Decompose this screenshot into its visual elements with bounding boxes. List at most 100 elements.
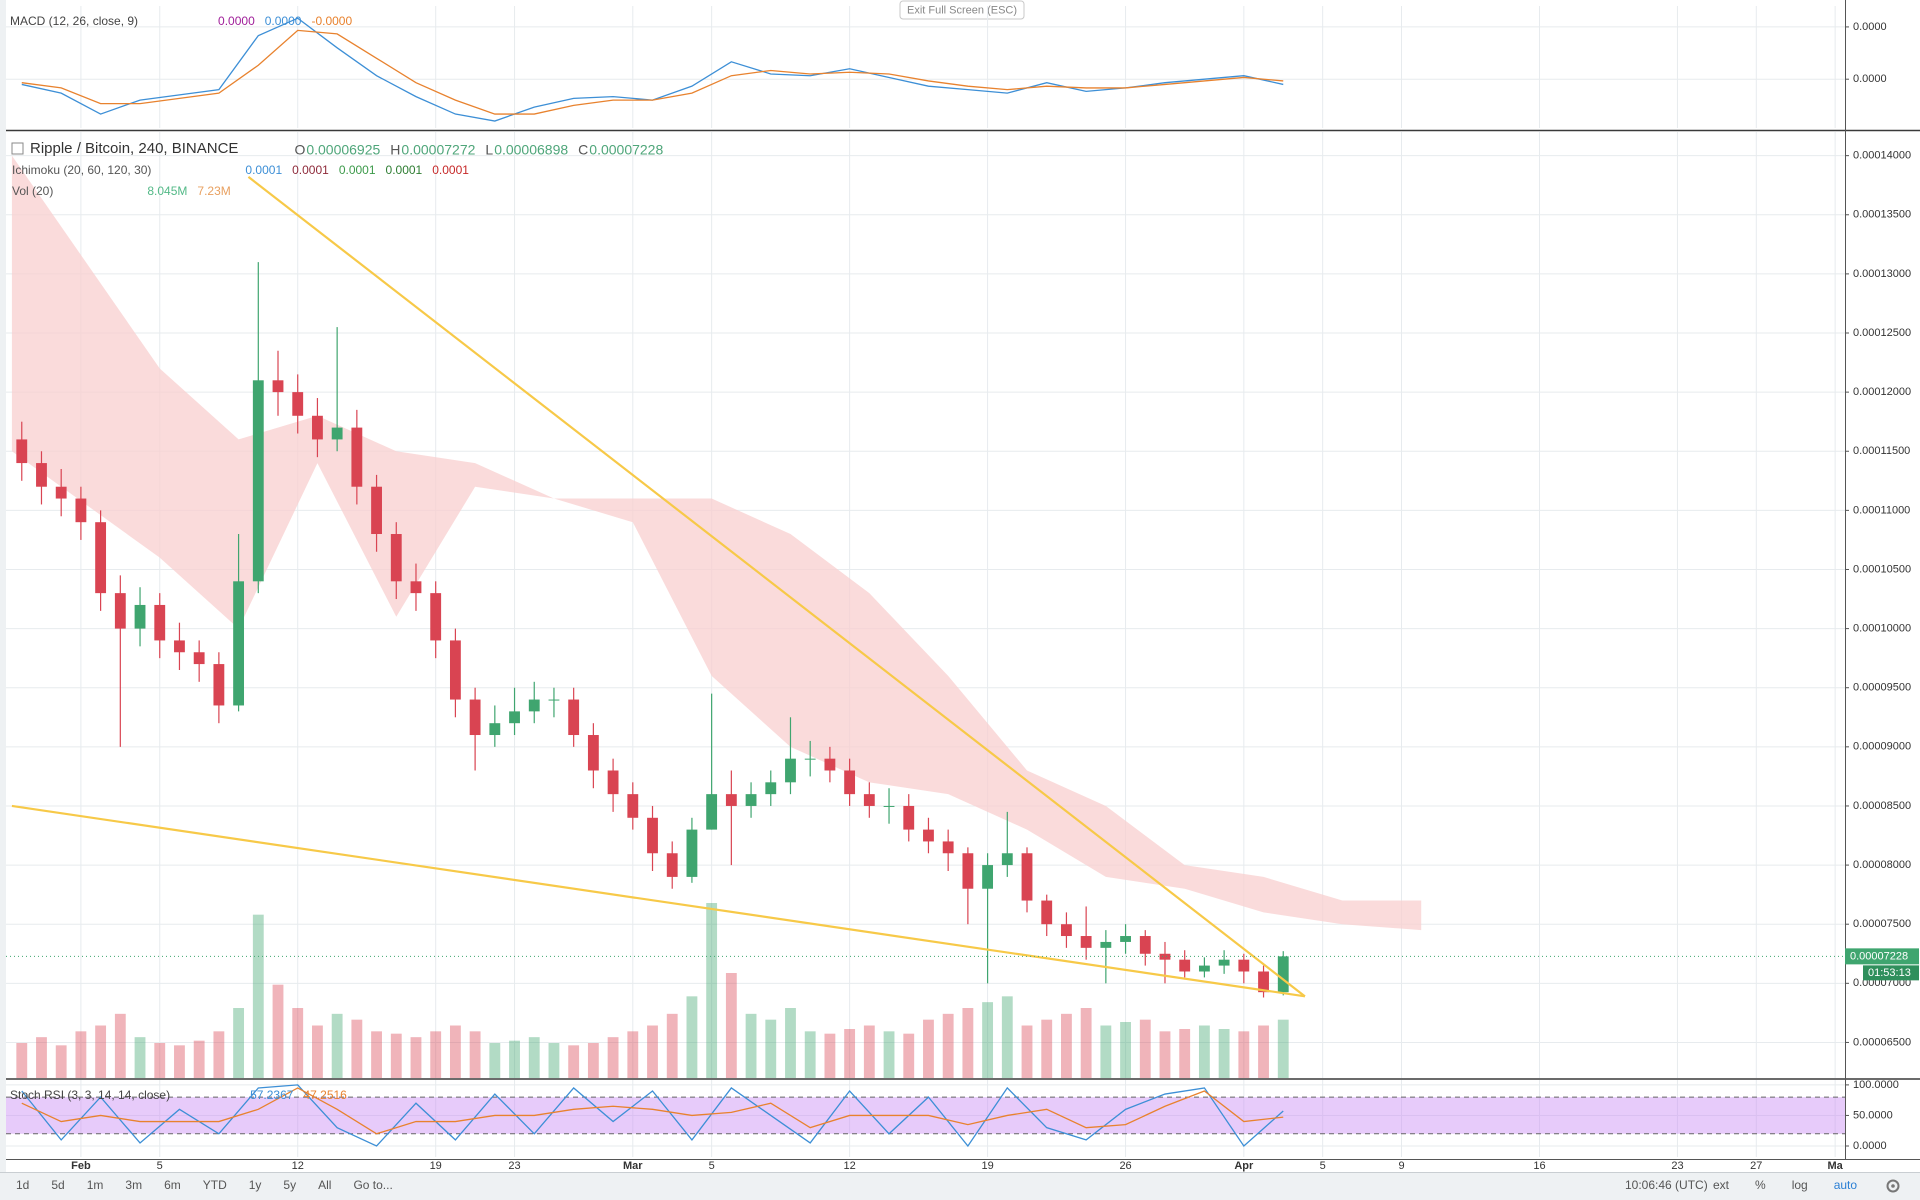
settings-button[interactable] bbox=[1886, 1179, 1900, 1193]
candle-body bbox=[824, 758, 836, 771]
candle-body bbox=[331, 427, 343, 440]
volume-bar bbox=[824, 1033, 836, 1078]
volume-bar bbox=[312, 1025, 323, 1078]
candle-body bbox=[154, 604, 166, 641]
trendline bbox=[11, 804, 1306, 998]
volume-bar bbox=[390, 1033, 402, 1078]
candle-body bbox=[134, 604, 146, 629]
candle-body bbox=[1061, 924, 1072, 937]
x-tick-label: 5 bbox=[1320, 1160, 1326, 1172]
volume-bar bbox=[1179, 1029, 1191, 1078]
range-button[interactable]: 1d bbox=[16, 1178, 29, 1192]
range-button[interactable]: 5y bbox=[283, 1178, 296, 1192]
volume-bar bbox=[844, 1029, 856, 1078]
legend-value: 0.0001 bbox=[339, 163, 376, 177]
candle-body bbox=[390, 534, 402, 582]
x-tick-label: Feb bbox=[71, 1160, 91, 1172]
x-tick-label: 12 bbox=[843, 1160, 855, 1172]
volume-bar bbox=[193, 1040, 205, 1078]
button-label[interactable]: Exit Full Screen (ESC) bbox=[907, 4, 1017, 16]
range-button[interactable]: Go to... bbox=[353, 1178, 392, 1192]
gear-icon[interactable] bbox=[1886, 1179, 1900, 1193]
volume-bar bbox=[469, 1031, 481, 1078]
range-button[interactable]: 1m bbox=[87, 1178, 104, 1192]
volume-bar bbox=[528, 1037, 540, 1078]
scale-button[interactable]: log bbox=[1792, 1178, 1808, 1192]
y-tick-label: 0.00011500 bbox=[1853, 445, 1910, 457]
range-button[interactable]: YTD bbox=[203, 1178, 227, 1192]
candle-body bbox=[55, 486, 67, 499]
price-plot bbox=[11, 155, 1422, 1078]
scale-button[interactable]: auto bbox=[1834, 1178, 1858, 1192]
candle-body bbox=[252, 380, 264, 582]
volume-bar bbox=[666, 1013, 678, 1078]
volume-bar bbox=[725, 973, 737, 1078]
candle-body bbox=[371, 486, 382, 535]
legend-value: 0.0001 bbox=[432, 163, 469, 177]
x-tick-label: 5 bbox=[709, 1160, 715, 1172]
candle-body bbox=[16, 439, 28, 464]
ohlc-key: C bbox=[578, 142, 588, 158]
volume-bar bbox=[903, 1033, 915, 1078]
ohlc-value: 0.00006925 bbox=[306, 142, 380, 158]
volume-bar bbox=[410, 1037, 422, 1078]
volume-bar bbox=[154, 1043, 166, 1078]
x-tick-label: 19 bbox=[430, 1160, 442, 1172]
candle-body bbox=[430, 593, 442, 641]
y-tick-label: 0.00014000 bbox=[1853, 150, 1911, 162]
volume-bar bbox=[804, 1031, 816, 1078]
x-tick-label: 16 bbox=[1533, 1160, 1545, 1172]
y-tick-label: 0.00009500 bbox=[1853, 682, 1911, 694]
series-line bbox=[21, 29, 1284, 115]
candle-body bbox=[351, 427, 363, 487]
volume-bar bbox=[1139, 1019, 1151, 1078]
volume-bar bbox=[489, 1043, 501, 1078]
button-frame[interactable] bbox=[899, 0, 1025, 20]
volume-bar bbox=[627, 1031, 639, 1078]
ohlc-value: 0.00006898 bbox=[494, 142, 568, 158]
candle-body bbox=[489, 723, 501, 736]
ohlc-key: L bbox=[485, 142, 493, 158]
volume-bar bbox=[272, 984, 284, 1078]
volume-bar bbox=[213, 1031, 225, 1078]
range-button[interactable]: 1y bbox=[249, 1178, 262, 1192]
volume-bar bbox=[1041, 1019, 1053, 1078]
candle-body bbox=[449, 640, 461, 700]
range-button[interactable]: All bbox=[318, 1178, 331, 1192]
volume-bar bbox=[785, 1008, 796, 1078]
candle-body bbox=[627, 794, 639, 818]
candle-body bbox=[725, 794, 737, 806]
volume-bar bbox=[587, 1043, 599, 1078]
candle-body bbox=[982, 865, 994, 889]
y-tick-label: 0.00010500 bbox=[1853, 563, 1911, 575]
volume-bar bbox=[1021, 1025, 1033, 1078]
volume-bar bbox=[430, 1031, 442, 1078]
candle-body bbox=[785, 758, 796, 783]
scale-button[interactable]: ext bbox=[1713, 1178, 1730, 1192]
scale-button[interactable]: % bbox=[1755, 1178, 1766, 1192]
volume-bar bbox=[351, 1019, 363, 1078]
volume-bar bbox=[134, 1037, 146, 1078]
y-tick-label: 0.00013500 bbox=[1853, 209, 1911, 221]
volume-bar bbox=[923, 1019, 934, 1078]
y-tick-label: 0.00012000 bbox=[1853, 386, 1911, 398]
y-tick-label: 0.00007500 bbox=[1853, 918, 1911, 930]
y-tick-label: 0.0000 bbox=[1853, 1140, 1887, 1152]
x-tick-label: 19 bbox=[981, 1160, 993, 1172]
volume-bar bbox=[331, 1013, 343, 1078]
range-button[interactable]: 3m bbox=[125, 1178, 142, 1192]
x-tick-label: 23 bbox=[1671, 1160, 1683, 1172]
x-tick-label: 12 bbox=[292, 1160, 304, 1172]
legend-value: 7.23M bbox=[197, 184, 230, 198]
range-button[interactable]: 5d bbox=[51, 1178, 64, 1192]
range-button[interactable]: 6m bbox=[164, 1178, 181, 1192]
legend-value: 0.0001 bbox=[386, 163, 423, 177]
exit-fullscreen-button[interactable]: Exit Full Screen (ESC) bbox=[899, 0, 1025, 20]
volume-bar bbox=[745, 1013, 757, 1078]
volume-bar bbox=[686, 996, 698, 1078]
candle-body bbox=[706, 794, 718, 830]
volume-bar bbox=[607, 1037, 619, 1078]
volume-bar bbox=[75, 1031, 87, 1078]
gear-hub[interactable] bbox=[1891, 1184, 1895, 1188]
candle-body bbox=[1100, 941, 1112, 948]
